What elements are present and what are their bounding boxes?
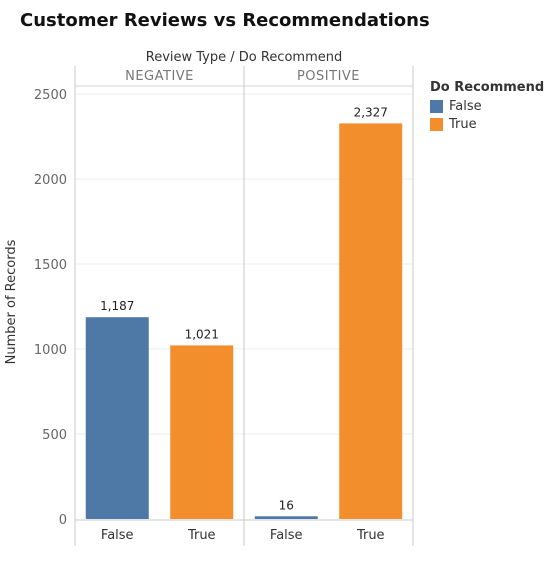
legend-title: Do Recommend xyxy=(430,80,545,95)
y-tick-label: 1000 xyxy=(34,343,67,358)
bar-positive-true xyxy=(339,123,403,519)
y-axis-label: Number of Records xyxy=(4,239,19,364)
bar-positive-false xyxy=(254,516,318,519)
chart-title: Customer Reviews vs Recommendations xyxy=(20,10,430,31)
x-tick-label: False xyxy=(270,528,303,543)
column-header: Review Type / Do Recommend xyxy=(146,50,342,65)
data-label: 1,187 xyxy=(100,299,134,313)
x-tick-label: True xyxy=(356,528,385,543)
y-tick-label: 2000 xyxy=(34,173,67,188)
data-label: 1,021 xyxy=(185,327,219,341)
x-tick-label: False xyxy=(101,528,134,543)
y-tick-label: 500 xyxy=(42,428,67,443)
bar-negative-true xyxy=(170,345,234,519)
bar-negative-false xyxy=(85,317,149,519)
panel-header-negative: NEGATIVE xyxy=(125,69,194,84)
data-label: 2,327 xyxy=(354,105,388,119)
legend-label-false: False xyxy=(449,99,482,114)
legend-label-true: True xyxy=(449,117,477,132)
y-tick-label: 0 xyxy=(59,513,67,528)
legend-swatch-true xyxy=(430,118,443,131)
panel-header-positive: POSITIVE xyxy=(297,69,360,84)
y-tick-label: 2500 xyxy=(34,88,67,103)
legend-swatch-false xyxy=(430,100,443,113)
legend-item-false: False xyxy=(430,99,544,114)
x-tick-label: True xyxy=(187,528,216,543)
legend-item-true: True xyxy=(430,117,544,132)
legend: Do Recommend False True xyxy=(430,80,544,135)
y-tick-label: 1500 xyxy=(34,258,67,273)
data-label: 16 xyxy=(279,498,294,512)
